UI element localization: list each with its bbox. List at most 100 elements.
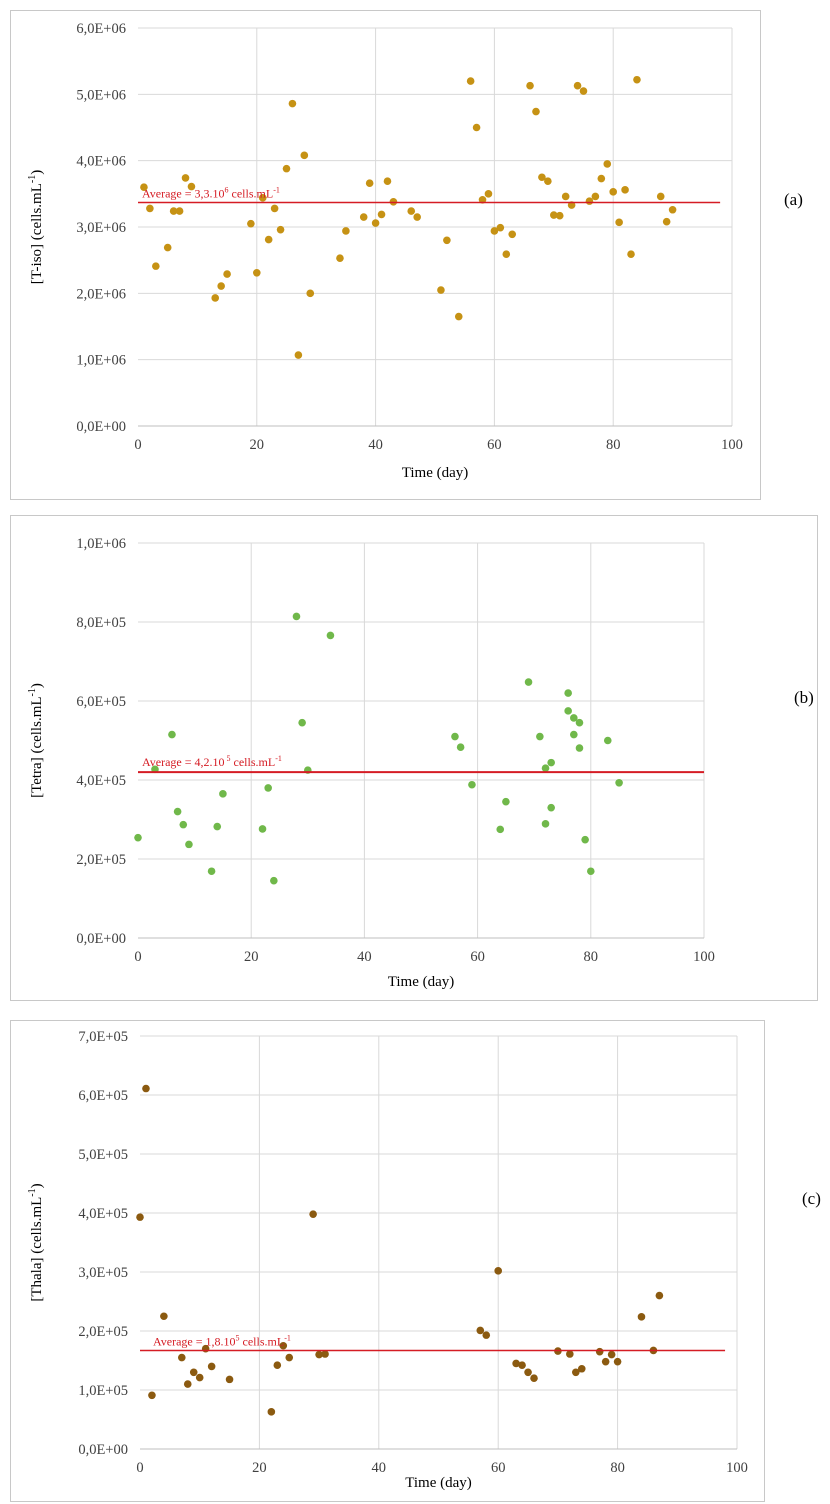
data-point	[160, 1312, 168, 1321]
data-point	[575, 744, 584, 752]
data-point	[377, 210, 386, 219]
y-tick-label: 5,0E+06	[76, 87, 126, 103]
data-point	[567, 201, 576, 209]
data-point	[547, 758, 555, 767]
x-tick-label: 0	[134, 949, 141, 965]
data-point	[597, 174, 606, 183]
data-point	[285, 1353, 294, 1362]
data-point	[142, 1084, 150, 1093]
data-point	[585, 197, 594, 205]
data-point	[213, 822, 222, 831]
data-point	[627, 250, 635, 258]
data-series-points	[134, 612, 623, 885]
y-axis-title: [Thala] (cells.mL-1)	[27, 1183, 45, 1301]
data-point	[189, 1368, 198, 1377]
y-tick-label: 0,0E+00	[76, 931, 126, 947]
data-point	[601, 1357, 610, 1366]
data-point	[482, 1331, 491, 1339]
data-point	[595, 1347, 604, 1356]
data-point	[140, 183, 148, 191]
x-tick-label: 60	[491, 1460, 506, 1476]
data-point	[152, 262, 160, 270]
data-point	[472, 123, 481, 132]
data-point	[496, 223, 505, 232]
data-point	[564, 707, 572, 715]
data-point	[456, 743, 465, 752]
y-tick-label: 1,0E+05	[78, 1383, 128, 1399]
data-point	[383, 177, 392, 186]
data-point	[536, 732, 544, 741]
y-tick-label: 0,0E+00	[76, 419, 126, 435]
data-point	[633, 75, 641, 84]
y-tick-label: 3,0E+05	[78, 1265, 128, 1281]
data-point	[217, 282, 225, 290]
data-point	[163, 243, 172, 252]
scatter-chart-a: 0,0E+00 1,0E+06 2,0E+06 3,0E+06 4,0E+06 5,0E+…	[27, 21, 743, 481]
y-tick-label: 5,0E+05	[78, 1147, 128, 1163]
data-point	[282, 164, 291, 173]
scatter-chart-c: 0,0E+00 1,0E+05 2,0E+05 3,0E+05 4,0E+05 5,0E+…	[27, 1029, 748, 1491]
y-axis-title: [T-iso] (cells.mL-1)	[27, 170, 45, 284]
average-label: Average = 3,3.106 cells.mL-1	[142, 185, 280, 200]
data-point	[575, 718, 584, 727]
data-point	[541, 820, 550, 828]
data-point	[168, 730, 176, 739]
y-tick-label: 6,0E+05	[78, 1088, 128, 1104]
data-point	[572, 1368, 580, 1377]
x-tick-label: 20	[252, 1460, 267, 1476]
data-point	[264, 784, 272, 792]
data-point	[615, 778, 623, 787]
y-tick-label: 4,0E+06	[76, 154, 126, 170]
data-point	[146, 204, 154, 213]
y-tick-label: 4,0E+05	[78, 1206, 128, 1222]
x-tick-label: 100	[721, 437, 743, 453]
data-point	[270, 876, 278, 885]
data-point	[413, 213, 421, 221]
data-point	[512, 1359, 520, 1368]
data-point	[258, 825, 267, 833]
chart-panel-a: 0,0E+00 1,0E+06 2,0E+06 3,0E+06 4,0E+06 5,0E+…	[10, 10, 761, 500]
x-tick-label: 80	[610, 1460, 625, 1476]
panel-label-a: (a)	[784, 190, 803, 209]
chart-panel-b: 0,0E+00 2,0E+05 4,0E+05 6,0E+05 8,0E+05 1,0E+…	[10, 515, 818, 1001]
data-point	[451, 732, 459, 741]
data-point	[603, 736, 612, 745]
data-point	[179, 820, 188, 829]
average-label: Average = 1,8.105 cells.mL-1	[153, 1333, 291, 1348]
data-point	[219, 790, 227, 798]
data-point	[298, 718, 306, 727]
data-point	[270, 204, 279, 213]
y-tick-label: 6,0E+05	[76, 694, 126, 710]
y-axis-title: [Tetra] (cells.mL-1)	[27, 683, 45, 798]
y-tick-label: 6,0E+06	[76, 21, 126, 37]
data-point	[570, 730, 578, 739]
data-point	[476, 1326, 485, 1335]
data-point	[524, 678, 533, 686]
data-point	[342, 227, 350, 235]
data-point	[294, 351, 303, 359]
data-point	[134, 833, 142, 842]
data-point	[587, 867, 595, 876]
data-point	[466, 77, 475, 85]
data-point	[315, 1350, 323, 1359]
data-point	[336, 254, 344, 262]
data-point	[185, 840, 193, 849]
data-series-points	[136, 1084, 664, 1416]
data-point	[603, 160, 612, 168]
data-point	[494, 1267, 503, 1275]
x-tick-label: 20	[244, 949, 259, 965]
data-point	[502, 250, 511, 258]
data-point	[547, 803, 555, 812]
average-label: Average = 4,2.10 5 cells.mL-1	[142, 754, 282, 769]
data-point	[225, 1375, 234, 1384]
data-point	[195, 1373, 204, 1382]
data-series-points	[140, 75, 677, 359]
data-point	[321, 1350, 329, 1358]
data-point	[177, 1353, 186, 1362]
data-point	[564, 689, 572, 697]
data-point	[223, 270, 231, 278]
data-point	[532, 107, 540, 116]
y-tick-label: 2,0E+06	[76, 286, 126, 302]
data-point	[306, 289, 315, 298]
data-point	[508, 230, 517, 239]
